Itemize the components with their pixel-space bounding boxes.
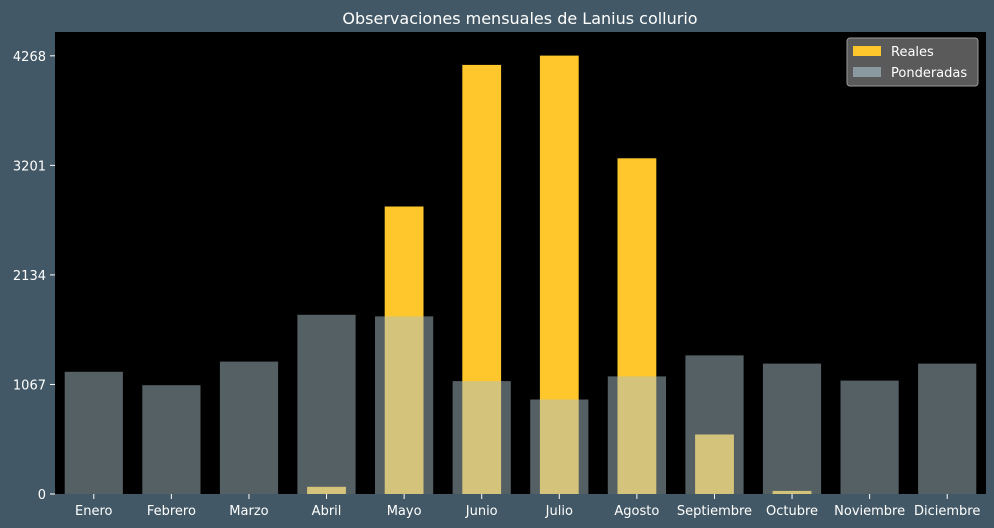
legend-label-ponderadas: Ponderadas: [891, 66, 967, 81]
chart-title: Observaciones mensuales de Lanius collur…: [342, 9, 697, 28]
bar-ponderadas-febrero: [142, 385, 201, 494]
y-tick-label: 3201: [13, 159, 46, 174]
x-tick-label: Agosto: [614, 504, 659, 519]
x-tick-label: Mayo: [387, 504, 422, 519]
x-tick-label: Julio: [545, 504, 573, 519]
bar-ponderadas-julio: [530, 399, 589, 494]
legend-swatch-ponderadas: [853, 67, 881, 77]
bar-ponderadas-marzo: [219, 361, 279, 494]
plot-area: [55, 32, 986, 494]
bar-ponderadas-octubre: [762, 363, 822, 494]
x-tick-label: Diciembre: [914, 504, 980, 519]
y-tick-label: 2134: [13, 269, 46, 284]
bars-group: [64, 55, 977, 495]
bar-ponderadas-mayo: [375, 316, 434, 494]
x-tick-label: Marzo: [229, 504, 268, 519]
bar-ponderadas-enero: [64, 371, 123, 494]
legend-label-reales: Reales: [891, 45, 934, 60]
bar-ponderadas-septiembre: [685, 355, 744, 494]
x-tick-label: Septiembre: [677, 504, 752, 519]
bar-ponderadas-agosto: [607, 376, 666, 494]
x-tick-label: Junio: [465, 504, 498, 519]
x-tick-label: Enero: [75, 504, 113, 519]
bar-ponderadas-diciembre: [918, 363, 977, 494]
x-tick-label: Octubre: [766, 504, 818, 519]
bar-ponderadas-junio: [452, 381, 511, 494]
y-tick-label: 1067: [13, 378, 46, 393]
bar-ponderadas-abril: [297, 314, 356, 494]
y-tick-label: 0: [38, 488, 46, 503]
x-tick-label: Abril: [312, 504, 342, 519]
y-tick-label: 4268: [13, 50, 46, 65]
x-tick-label: Febrero: [147, 504, 196, 519]
bar-ponderadas-noviembre: [840, 380, 899, 494]
legend: Reales Ponderadas: [846, 37, 979, 87]
axes-group: 0 1067 2134 3201 4268 Enero Febrero Marzo Abril M…: [13, 50, 980, 519]
x-tick-label: Noviembre: [834, 504, 905, 519]
legend-swatch-reales: [853, 46, 881, 56]
